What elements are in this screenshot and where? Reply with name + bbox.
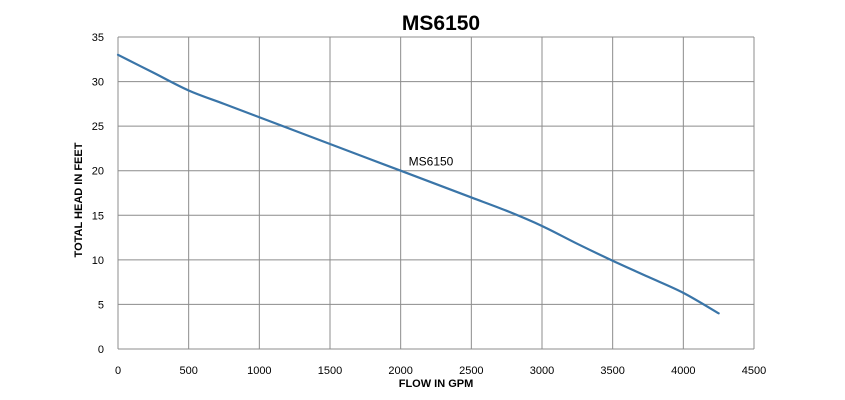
- tick-labels: 0 500 1000 1500 2000 2500 3000 3500 4000 4500 0 5 10…: [92, 32, 766, 377]
- x-axis-title: FLOW IN GPM: [399, 378, 474, 390]
- y-tick-label: 10: [92, 255, 104, 267]
- x-tick-label: 3500: [600, 365, 624, 377]
- grid: [117, 36, 755, 350]
- chart-title: MS6150: [402, 12, 480, 35]
- y-tick-label: 25: [92, 121, 104, 133]
- y-tick-label: 0: [98, 344, 104, 356]
- y-tick-label: 35: [92, 32, 104, 44]
- series-line: [116, 53, 720, 315]
- x-tick-label: 500: [179, 365, 197, 377]
- x-tick-label: 2500: [459, 365, 483, 377]
- x-tick-label: 1500: [318, 365, 342, 377]
- y-tick-label: 20: [92, 166, 104, 178]
- x-tick-label: 2000: [388, 365, 412, 377]
- y-tick-label: 30: [92, 77, 104, 89]
- x-tick-label: 4000: [671, 365, 695, 377]
- x-tick-label: 1000: [247, 365, 271, 377]
- series-label: MS6150: [409, 155, 454, 169]
- x-tick-label: 0: [115, 365, 121, 377]
- y-axis-title: TOTAL HEAD IN FEET: [73, 142, 85, 257]
- y-tick-label: 5: [98, 299, 104, 311]
- x-tick-label: 4500: [742, 365, 766, 377]
- series-lines: MS6150: [116, 53, 720, 315]
- y-tick-label: 15: [92, 210, 104, 222]
- x-tick-label: 3000: [530, 365, 554, 377]
